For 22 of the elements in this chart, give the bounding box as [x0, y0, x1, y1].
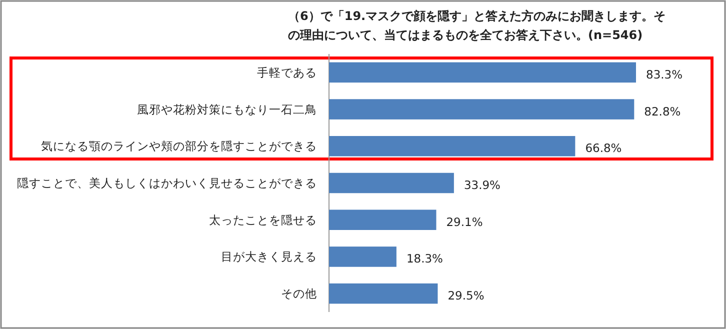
bar: [329, 210, 436, 230]
bar: [329, 99, 634, 120]
data-label: 83.3%: [646, 67, 683, 82]
data-label: 82.8%: [644, 104, 681, 118]
bar: [329, 172, 454, 194]
bar: [329, 246, 396, 267]
y-tick-label: 手軽である: [257, 65, 317, 80]
data-label: 29.1%: [446, 214, 483, 229]
data-label: 33.9%: [464, 178, 501, 192]
y-tick-label: 気になる顎のラインや頬の部分を隠すことができる: [41, 139, 317, 154]
data-label: 29.5%: [448, 288, 484, 303]
chart-title: （6）で「19.マスクで顔を隠す」と答えた方のみにお聞きします。その理由について、当てはまるものを全てお答え下さい。(n=546): [288, 9, 666, 42]
bar: [329, 62, 636, 83]
bar: [329, 283, 438, 304]
bar: [329, 136, 576, 156]
data-label: 18.3%: [406, 252, 444, 266]
y-tick-label: 目が大きく見える: [221, 250, 317, 264]
y-tick-label: その他: [281, 286, 317, 301]
data-label: 66.8%: [585, 141, 622, 156]
y-tick-label: 風邪や花粉対策にもなり一石二鳥: [137, 102, 317, 116]
y-tick-label: 太ったことを隠せる: [209, 212, 317, 227]
y-tick-label: 隠すことで、美人もしくはかわいく見せることができる: [17, 176, 317, 190]
